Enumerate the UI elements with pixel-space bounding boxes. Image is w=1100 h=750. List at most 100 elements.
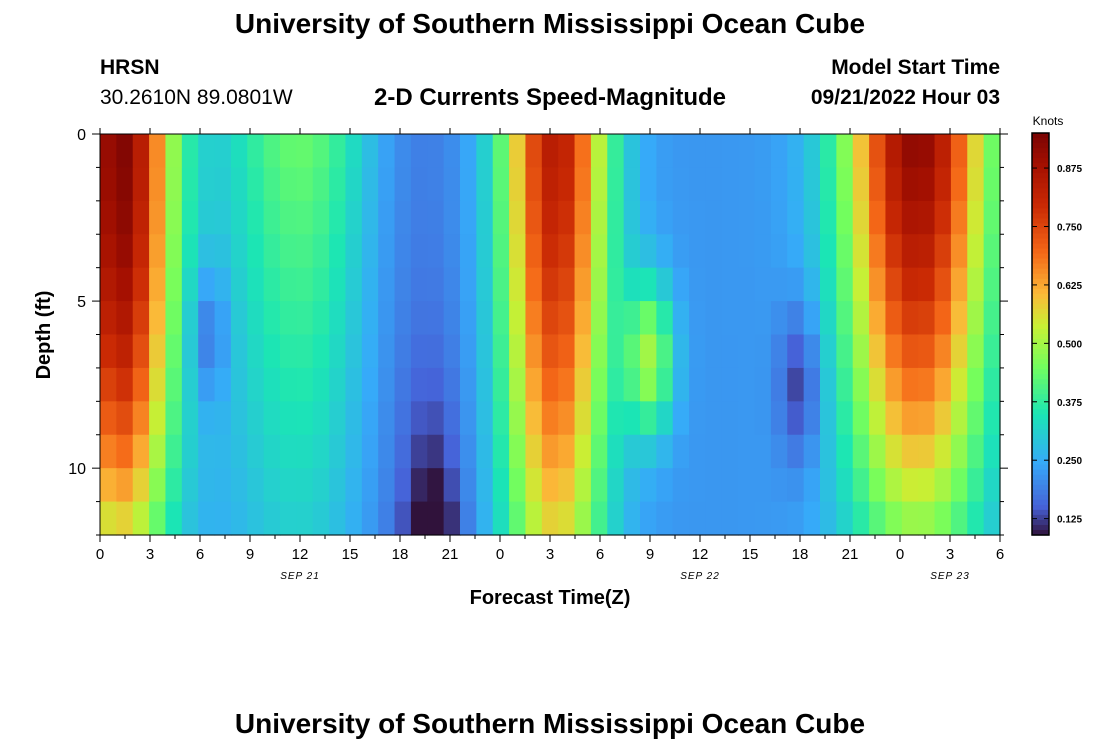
model-start-label: Model Start Time bbox=[831, 56, 1000, 79]
heatmap-cell bbox=[705, 367, 723, 402]
heatmap-cell bbox=[672, 468, 690, 503]
heatmap-cell bbox=[820, 134, 837, 169]
heatmap-cell bbox=[132, 267, 150, 302]
heatmap-cell bbox=[361, 234, 379, 269]
heatmap-cell bbox=[541, 167, 559, 202]
colorbar-swatch bbox=[1032, 394, 1049, 400]
heatmap-cell bbox=[410, 301, 428, 336]
heatmap-cell bbox=[394, 234, 412, 269]
colorbar-swatch bbox=[1032, 203, 1049, 209]
heatmap-cell bbox=[280, 200, 297, 235]
heatmap-cell bbox=[950, 134, 968, 169]
x-tick-label: 0 bbox=[96, 546, 104, 563]
heatmap-cell bbox=[901, 234, 919, 269]
heatmap-cell bbox=[410, 134, 428, 169]
colorbar-swatch bbox=[1032, 504, 1049, 511]
heatmap-cell bbox=[836, 468, 854, 503]
x-tick-label: 6 bbox=[996, 546, 1004, 563]
heatmap-cell bbox=[100, 501, 117, 536]
heatmap-cell bbox=[378, 434, 396, 469]
heatmap-cell bbox=[214, 200, 232, 235]
heatmap-cell bbox=[754, 301, 772, 336]
heatmap-cell bbox=[247, 501, 265, 536]
colorbar-swatch bbox=[1032, 444, 1049, 451]
colorbar-swatch bbox=[1032, 469, 1049, 476]
heatmap-cell bbox=[934, 501, 952, 536]
heatmap-cell bbox=[214, 468, 232, 503]
heatmap-cell bbox=[787, 434, 805, 469]
heatmap-cell bbox=[378, 167, 396, 202]
heatmap-cell bbox=[410, 200, 428, 235]
colorbar-swatch bbox=[1032, 318, 1049, 325]
colorbar-swatch bbox=[1032, 258, 1049, 265]
heatmap-cell bbox=[394, 167, 412, 202]
heatmap-cell bbox=[738, 200, 756, 235]
heatmap-cells bbox=[100, 134, 1001, 536]
heatmap-cell bbox=[918, 167, 936, 202]
heatmap-cell bbox=[934, 234, 952, 269]
heatmap-cell bbox=[509, 334, 527, 369]
colorbar-swatch bbox=[1032, 308, 1049, 315]
heatmap-cell bbox=[460, 167, 477, 202]
colorbar-swatch bbox=[1032, 218, 1049, 225]
heatmap-cell bbox=[574, 267, 592, 302]
colorbar-swatch bbox=[1032, 198, 1049, 204]
heatmap-cell bbox=[263, 167, 281, 202]
heatmap-cell bbox=[967, 367, 985, 402]
heatmap-cell bbox=[149, 301, 167, 336]
heatmap-cell bbox=[116, 167, 134, 202]
heatmap-cell bbox=[296, 334, 314, 369]
heatmap-cell bbox=[525, 167, 543, 202]
heatmap-cell bbox=[312, 134, 330, 169]
heatmap-cell bbox=[820, 501, 837, 536]
heatmap-cell bbox=[950, 334, 968, 369]
heatmap-cell bbox=[885, 501, 903, 536]
heatmap-cell bbox=[541, 501, 559, 536]
heatmap-cell bbox=[214, 401, 232, 436]
heatmap-cell bbox=[165, 267, 183, 302]
heatmap-cell bbox=[721, 468, 739, 503]
colorbar-swatch bbox=[1032, 243, 1049, 250]
heatmap-cell bbox=[345, 267, 363, 302]
heatmap-cell bbox=[574, 401, 592, 436]
heatmap-cell bbox=[509, 200, 527, 235]
heatmap-cell bbox=[198, 167, 216, 202]
heatmap-cell bbox=[410, 267, 428, 302]
heatmap-cell bbox=[705, 434, 723, 469]
heatmap-cell bbox=[476, 434, 494, 469]
heatmap-cell bbox=[132, 301, 150, 336]
heatmap-cell bbox=[754, 401, 772, 436]
heatmap-cell bbox=[901, 301, 919, 336]
heatmap-cell bbox=[345, 334, 363, 369]
heatmap-cell bbox=[918, 234, 936, 269]
heatmap-cell bbox=[132, 367, 150, 402]
colorbar-swatch bbox=[1032, 298, 1049, 305]
heatmap-cell bbox=[525, 501, 543, 536]
heatmap-cell bbox=[230, 334, 248, 369]
heatmap-cell bbox=[525, 401, 543, 436]
heatmap-cell bbox=[378, 501, 396, 536]
heatmap-cell bbox=[492, 468, 510, 503]
heatmap-cell bbox=[230, 367, 248, 402]
heatmap-cell bbox=[787, 301, 805, 336]
heatmap-cell bbox=[590, 134, 608, 169]
colorbar-tick-label: 0.750 bbox=[1057, 222, 1082, 233]
heatmap-cell bbox=[149, 134, 167, 169]
heatmap-cell bbox=[590, 167, 608, 202]
heatmap-cell bbox=[738, 334, 756, 369]
heatmap-cell bbox=[623, 200, 641, 235]
heatmap-cell bbox=[296, 301, 314, 336]
heatmap-cell bbox=[983, 401, 1001, 436]
x-axis: 0 3 6 9 12 15 18 21 0 3 6 9 12 15 18 21 0 3 6 SEP 21 SEP 22 S… bbox=[96, 128, 1004, 582]
heatmap-cell bbox=[640, 234, 657, 269]
colorbar-swatch bbox=[1032, 268, 1049, 275]
heatmap-cell bbox=[623, 501, 641, 536]
heatmap-cell bbox=[443, 267, 461, 302]
heatmap-cell bbox=[492, 434, 510, 469]
x-tick-label: 18 bbox=[392, 546, 409, 563]
heatmap-cell bbox=[705, 501, 723, 536]
heatmap-cell bbox=[950, 167, 968, 202]
heatmap-cell bbox=[492, 367, 510, 402]
heatmap-cell bbox=[574, 434, 592, 469]
heatmap-cell bbox=[443, 234, 461, 269]
